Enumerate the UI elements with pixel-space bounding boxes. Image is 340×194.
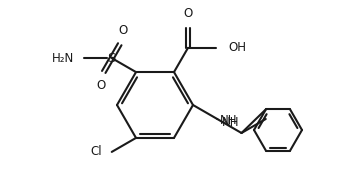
Text: OH: OH xyxy=(228,41,246,54)
Text: NH: NH xyxy=(220,114,238,127)
Text: Cl: Cl xyxy=(90,146,102,158)
Text: O: O xyxy=(118,24,128,37)
Text: O: O xyxy=(96,79,105,92)
Text: O: O xyxy=(183,7,193,20)
Text: NH: NH xyxy=(222,117,240,130)
Text: S: S xyxy=(107,52,116,65)
Text: H₂N: H₂N xyxy=(51,52,74,65)
